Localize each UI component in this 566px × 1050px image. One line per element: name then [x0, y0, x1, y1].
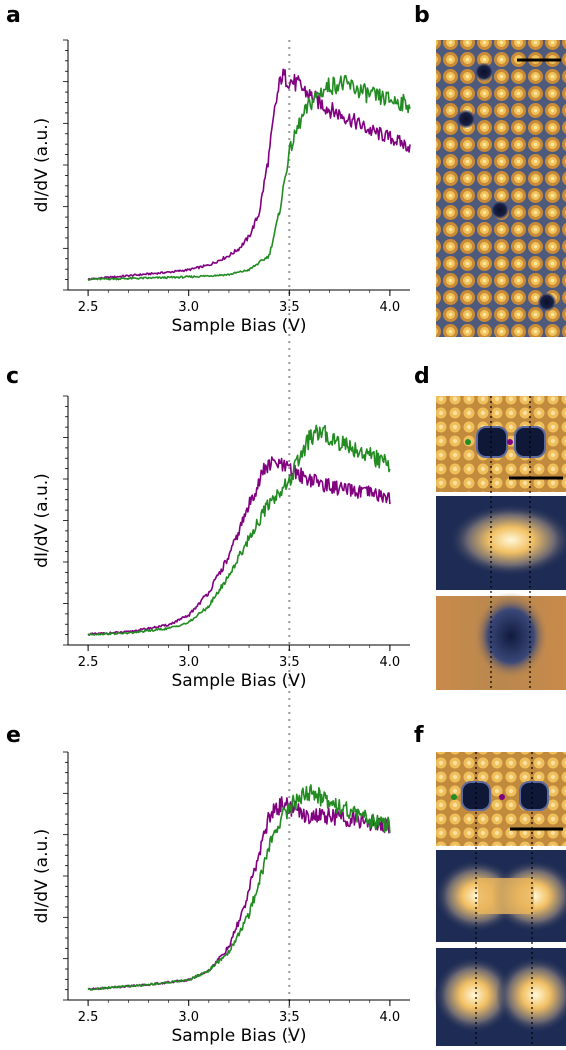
x-tick-label: 2.5	[78, 300, 99, 315]
vacancy-defect	[491, 201, 509, 219]
series-line-1	[87, 68, 411, 281]
x-tick-label: 3.0	[178, 300, 199, 315]
series-line-2	[87, 784, 391, 991]
vacancy-defect	[538, 293, 556, 311]
x-tick-label: 2.5	[78, 1010, 99, 1025]
series-line-1	[87, 796, 391, 991]
vacancy-defect	[475, 63, 493, 81]
spectrum-plot-e: 2.5 3.0 3.5 4.0 Sample Bias (V) dI/dV (a.u.)	[32, 751, 410, 1046]
x-axis-label: Sample Bias (V)	[171, 1026, 306, 1046]
x-axis-label: Sample Bias (V)	[171, 671, 306, 691]
purple-marker	[507, 439, 513, 445]
stm-image-b	[436, 40, 566, 337]
x-tick-label: 3.0	[178, 655, 199, 670]
x-tick-label: 3.5	[279, 1010, 300, 1025]
x-tick-label: 4.0	[380, 1010, 401, 1025]
x-tick-label: 3.5	[279, 300, 300, 315]
green-marker	[451, 794, 457, 800]
spectrum-plot-c: 2.5 3.0 3.5 4.0 Sample Bias (V) dI/dV (a.u.)	[32, 395, 410, 691]
panel-label-a: a	[6, 3, 21, 28]
purple-marker	[499, 794, 505, 800]
series-line-1	[87, 456, 391, 636]
green-marker	[465, 439, 471, 445]
series-line-2	[88, 74, 411, 281]
panel-label-f: f	[414, 723, 424, 748]
vacancy-defect	[457, 110, 475, 128]
stm-images-d	[436, 396, 566, 690]
panel-label-c: c	[6, 364, 19, 389]
x-axis-label: Sample Bias (V)	[171, 316, 306, 336]
panel-label-d: d	[414, 364, 430, 389]
y-axis-label: dI/dV (a.u.)	[32, 118, 52, 213]
x-tick-label: 4.0	[380, 300, 401, 315]
panel-label-e: e	[6, 723, 21, 748]
x-tick-label: 3.5	[279, 655, 300, 670]
stm-images-f	[434, 752, 566, 1046]
x-tick-label: 2.5	[78, 655, 99, 670]
panel-label-b: b	[414, 3, 430, 28]
y-axis-label: dI/dV (a.u.)	[32, 473, 52, 568]
series-line-2	[87, 424, 391, 636]
x-tick-label: 4.0	[380, 655, 401, 670]
spectrum-plot-a: 2.5 3.0 3.5 4.0 Sample Bias (V) dI/dV (a.u.)	[32, 39, 411, 336]
x-tick-label: 3.0	[178, 1010, 199, 1025]
y-axis-label: dI/dV (a.u.)	[32, 829, 52, 924]
